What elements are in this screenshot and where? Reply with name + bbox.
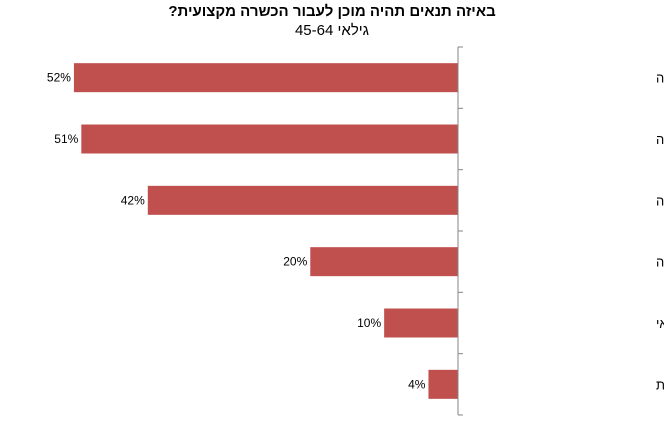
category-label: לא יודע/ת [656,377,664,392]
bar [310,247,458,277]
value-label: 10% [357,316,381,330]
value-label: 51% [54,132,78,146]
chart-subtitle: גילאי 45-64 [294,22,370,39]
category-label: מעורבות מעסיק בהכשרה [656,255,664,270]
bar [73,63,459,93]
value-label: 20% [283,255,307,269]
chart-title: באיזה תנאים תהיה מוכן לעבור הכשרה מקצועי… [168,3,496,20]
bar [81,124,458,154]
bar [384,308,458,338]
value-label: 4% [408,377,426,391]
category-label: אפשרות בחירת תחום ההכשרה [656,71,664,86]
value-labels-group: 52% 51% 42% 20% 10% 4% [47,71,426,392]
value-label: 42% [121,193,145,207]
category-label: דמי קיום בגובה דמי אבטלה [656,132,664,147]
value-label: 52% [47,71,71,85]
category-labels-group: אפשרות בחירת תחום ההכשרה דמי קיום בגובה ד… [656,71,664,393]
category-label: מוכנים ללא כל תנאי [656,316,664,331]
bar [428,369,458,399]
bar [147,185,458,215]
category-label: עבודה מובטחת בתחום ההכשרה [656,193,664,208]
category-axis [457,46,463,416]
bars-group [73,63,459,399]
